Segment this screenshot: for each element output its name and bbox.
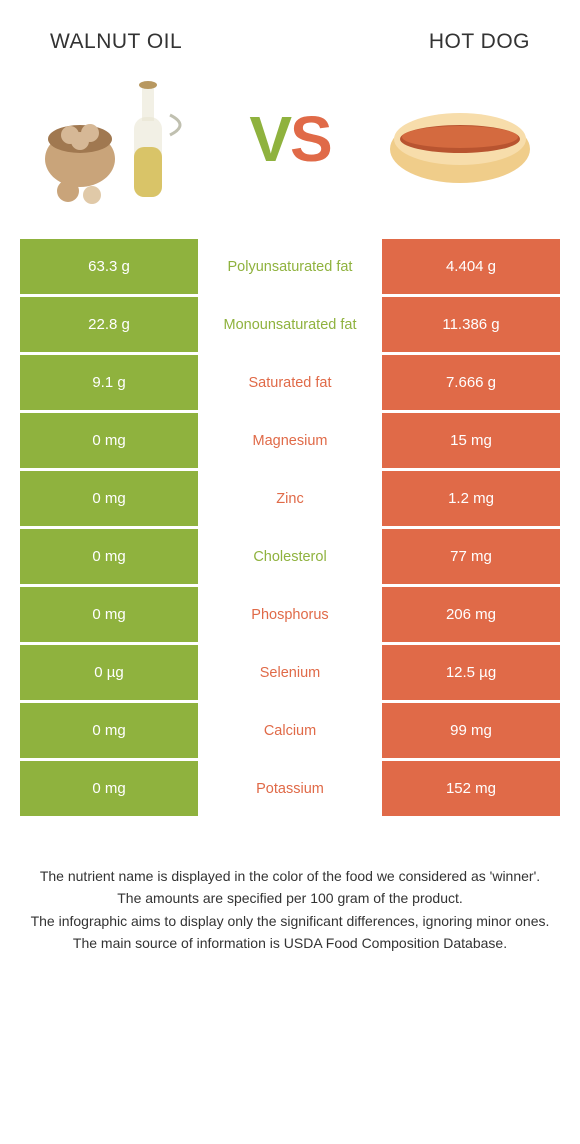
nutrient-row: 0 mgPhosphorus206 mg [20,587,560,642]
nutrient-label: Saturated fat [201,355,379,410]
left-value: 0 mg [20,471,198,526]
left-value: 0 mg [20,413,198,468]
left-value: 0 mg [20,761,198,816]
nutrient-row: 22.8 gMonounsaturated fat11.386 g [20,297,560,352]
nutrient-label: Polyunsaturated fat [201,239,379,294]
nutrient-row: 0 µgSelenium12.5 µg [20,645,560,700]
right-value: 4.404 g [382,239,560,294]
nutrient-row: 0 mgPotassium152 mg [20,761,560,816]
right-value: 11.386 g [382,297,560,352]
left-value: 9.1 g [20,355,198,410]
right-value: 1.2 mg [382,471,560,526]
right-value: 7.666 g [382,355,560,410]
footer-line: The main source of information is USDA F… [30,933,550,953]
image-row: VS [0,54,580,239]
right-value: 15 mg [382,413,560,468]
nutrient-label: Monounsaturated fat [201,297,379,352]
left-value: 0 mg [20,529,198,584]
vs-v: V [249,103,290,175]
right-value: 12.5 µg [382,645,560,700]
right-value: 206 mg [382,587,560,642]
footer-line: The amounts are specified per 100 gram o… [30,888,550,908]
nutrient-label: Phosphorus [201,587,379,642]
nutrient-label: Calcium [201,703,379,758]
nutrient-row: 9.1 gSaturated fat7.666 g [20,355,560,410]
footer-line: The infographic aims to display only the… [30,911,550,931]
left-food-title: Walnut oil [50,30,182,54]
right-value: 152 mg [382,761,560,816]
nutrient-row: 63.3 gPolyunsaturated fat4.404 g [20,239,560,294]
hot-dog-image [380,69,540,209]
left-value: 63.3 g [20,239,198,294]
nutrient-label: Cholesterol [201,529,379,584]
left-value: 0 mg [20,587,198,642]
left-value: 0 mg [20,703,198,758]
header: Walnut oil Hot dog [0,0,580,54]
right-value: 77 mg [382,529,560,584]
right-value: 99 mg [382,703,560,758]
footer-line: The nutrient name is displayed in the co… [30,866,550,886]
nutrient-label: Selenium [201,645,379,700]
footer-notes: The nutrient name is displayed in the co… [0,816,580,953]
nutrient-row: 0 mgCholesterol77 mg [20,529,560,584]
nutrient-table: 63.3 gPolyunsaturated fat4.404 g22.8 gMo… [0,239,580,816]
nutrient-label: Zinc [201,471,379,526]
nutrient-label: Potassium [201,761,379,816]
left-value: 0 µg [20,645,198,700]
vs-s: S [290,103,331,175]
nutrient-row: 0 mgZinc1.2 mg [20,471,560,526]
right-food-title: Hot dog [429,30,530,54]
nutrient-row: 0 mgMagnesium15 mg [20,413,560,468]
nutrient-label: Magnesium [201,413,379,468]
walnut-oil-image [40,69,200,209]
left-value: 22.8 g [20,297,198,352]
nutrient-row: 0 mgCalcium99 mg [20,703,560,758]
vs-label: VS [249,102,330,176]
